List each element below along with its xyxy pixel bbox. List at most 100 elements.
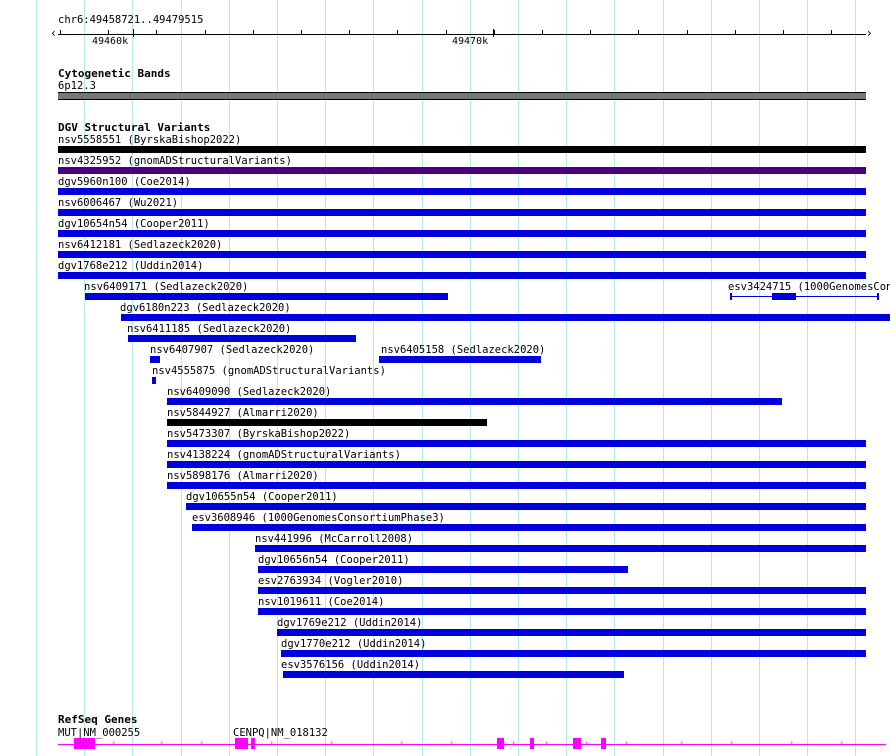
ruler-tick (783, 30, 784, 35)
gene-direction-chevron-icon: › (545, 738, 549, 747)
ruler-tick (590, 30, 591, 35)
gene-direction-chevron-icon: › (680, 738, 684, 747)
variant-bar[interactable] (379, 356, 541, 363)
variant-label[interactable]: dgv1769e212 (Uddin2014) (277, 617, 423, 629)
variant-bar[interactable] (167, 461, 866, 468)
track-title-cytogenetic-bands: Cytogenetic Bands (58, 67, 171, 80)
gene-intron-line (95, 744, 235, 745)
variant-bar[interactable] (258, 566, 628, 573)
variant-label[interactable]: nsv4555875 (gnomADStructuralVariants) (152, 365, 386, 377)
variant-label[interactable]: dgv1768e212 (Uddin2014) (58, 260, 204, 272)
ruler-tick (301, 30, 302, 35)
gene-direction-chevron-icon: › (585, 738, 589, 747)
cytoband-bar[interactable] (58, 92, 866, 100)
variant-bar[interactable] (128, 335, 356, 342)
variant-label[interactable]: nsv6407907 (Sedlazeck2020) (150, 344, 315, 356)
gene-direction-chevron-icon: › (840, 738, 844, 747)
variant-label[interactable]: nsv5558551 (ByrskaBishop2022) (58, 134, 242, 146)
gene-exon-block[interactable] (235, 738, 248, 749)
gene-exon-block[interactable] (601, 738, 606, 749)
variant-label[interactable]: dgv5960n100 (Coe2014) (58, 176, 191, 188)
ruler-tick (446, 30, 447, 35)
gene-direction-chevron-icon: › (730, 738, 734, 747)
ruler-tick (205, 30, 206, 35)
variant-bar[interactable] (58, 209, 866, 216)
variant-bar[interactable] (192, 524, 866, 531)
variant-label[interactable]: nsv5844927 (Almarri2020) (167, 407, 319, 419)
gene-direction-chevron-icon: › (512, 738, 516, 747)
variant-bar[interactable] (85, 293, 448, 300)
variant-bar[interactable] (58, 272, 866, 279)
variant-bar[interactable] (150, 356, 160, 363)
variant-bar[interactable] (186, 503, 866, 510)
location-label: chr6:49458721..49479515 (58, 14, 204, 26)
gene-exon-block[interactable] (251, 738, 255, 749)
ruler-axis-line (58, 34, 866, 35)
gene-label[interactable]: MUT|NM_000255 (58, 727, 141, 739)
variant-label[interactable]: nsv6412181 (Sedlazeck2020) (58, 239, 223, 251)
gene-exon-block[interactable] (573, 738, 581, 749)
gene-intron-line (255, 744, 497, 745)
variant-label[interactable]: esv2763934 (Vogler2010) (258, 575, 404, 587)
variant-bar[interactable] (277, 629, 866, 636)
gene-intron-line (248, 744, 251, 745)
variant-bar[interactable] (58, 188, 866, 195)
gene-direction-chevron-icon: › (400, 738, 404, 747)
gene-label[interactable]: CENPQ|NM_018132 (233, 727, 328, 739)
variant-label[interactable]: esv3424715 (1000GenomesCons (728, 281, 890, 293)
variant-label[interactable]: nsv6411185 (Sedlazeck2020) (127, 323, 292, 335)
variant-label[interactable]: nsv6409171 (Sedlazeck2020) (84, 281, 249, 293)
variant-feature-composite[interactable] (730, 293, 879, 300)
ruler-tick (687, 30, 688, 35)
variant-span-line (730, 296, 879, 297)
gene-exon-block[interactable] (74, 738, 95, 749)
variant-bar[interactable] (152, 377, 156, 384)
variant-label[interactable]: nsv6405158 (Sedlazeck2020) (381, 344, 546, 356)
variant-label[interactable]: dgv10655n54 (Cooper2011) (186, 491, 338, 503)
variant-label[interactable]: esv3576156 (Uddin2014) (281, 659, 421, 671)
variant-label[interactable]: nsv4138224 (gnomADStructuralVariants) (167, 449, 401, 461)
variant-bar[interactable] (167, 419, 487, 426)
variant-label[interactable]: nsv5898176 (Almarri2020) (167, 470, 319, 482)
variant-label[interactable]: dgv10656n54 (Cooper2011) (258, 554, 410, 566)
variant-bar[interactable] (281, 650, 866, 657)
ruler-tick (735, 30, 736, 35)
variant-label[interactable]: nsv6409090 (Sedlazeck2020) (167, 386, 332, 398)
gene-direction-chevron-icon: › (330, 738, 334, 747)
variant-label[interactable]: nsv6006467 (Wu2021) (58, 197, 179, 209)
ruler-right-arrow-icon[interactable]: › (867, 26, 872, 40)
ruler-tick (253, 30, 254, 35)
ruler-tick (156, 30, 157, 35)
variant-bar[interactable] (258, 608, 866, 615)
ruler-major-tick (133, 29, 134, 37)
gene-direction-chevron-icon: › (160, 738, 164, 747)
ruler-tick (349, 30, 350, 35)
variant-bar[interactable] (58, 251, 866, 258)
variant-bar[interactable] (58, 146, 866, 153)
variant-label[interactable]: dgv10654n54 (Cooper2011) (58, 218, 210, 230)
gene-exon-block[interactable] (530, 738, 534, 749)
ruler-tick (542, 30, 543, 35)
ruler-tick (397, 30, 398, 35)
variant-bar[interactable] (121, 314, 890, 321)
variant-bar[interactable] (283, 671, 624, 678)
ruler-major-tick (493, 29, 494, 37)
variant-label[interactable]: nsv4325952 (gnomADStructuralVariants) (58, 155, 292, 167)
ruler-tick (494, 30, 495, 35)
variant-bar[interactable] (255, 545, 866, 552)
ruler-left-arrow-icon[interactable]: ‹ (51, 26, 56, 40)
variant-label[interactable]: dgv1770e212 (Uddin2014) (281, 638, 427, 650)
variant-bar[interactable] (58, 230, 866, 237)
variant-bar[interactable] (258, 587, 866, 594)
variant-bar[interactable] (167, 440, 866, 447)
variant-label[interactable]: nsv441996 (McCarroll2008) (255, 533, 414, 545)
variant-bar[interactable] (58, 167, 866, 174)
gene-direction-chevron-icon: › (790, 738, 794, 747)
variant-label[interactable]: nsv1019611 (Coe2014) (258, 596, 385, 608)
gene-exon-block[interactable] (497, 738, 504, 749)
variant-label[interactable]: dgv6180n223 (Sedlazeck2020) (120, 302, 291, 314)
variant-bar[interactable] (167, 482, 866, 489)
variant-label[interactable]: nsv5473307 (ByrskaBishop2022) (167, 428, 351, 440)
variant-bar[interactable] (167, 398, 782, 405)
variant-label[interactable]: esv3608946 (1000GenomesConsortiumPhase3) (192, 512, 445, 524)
